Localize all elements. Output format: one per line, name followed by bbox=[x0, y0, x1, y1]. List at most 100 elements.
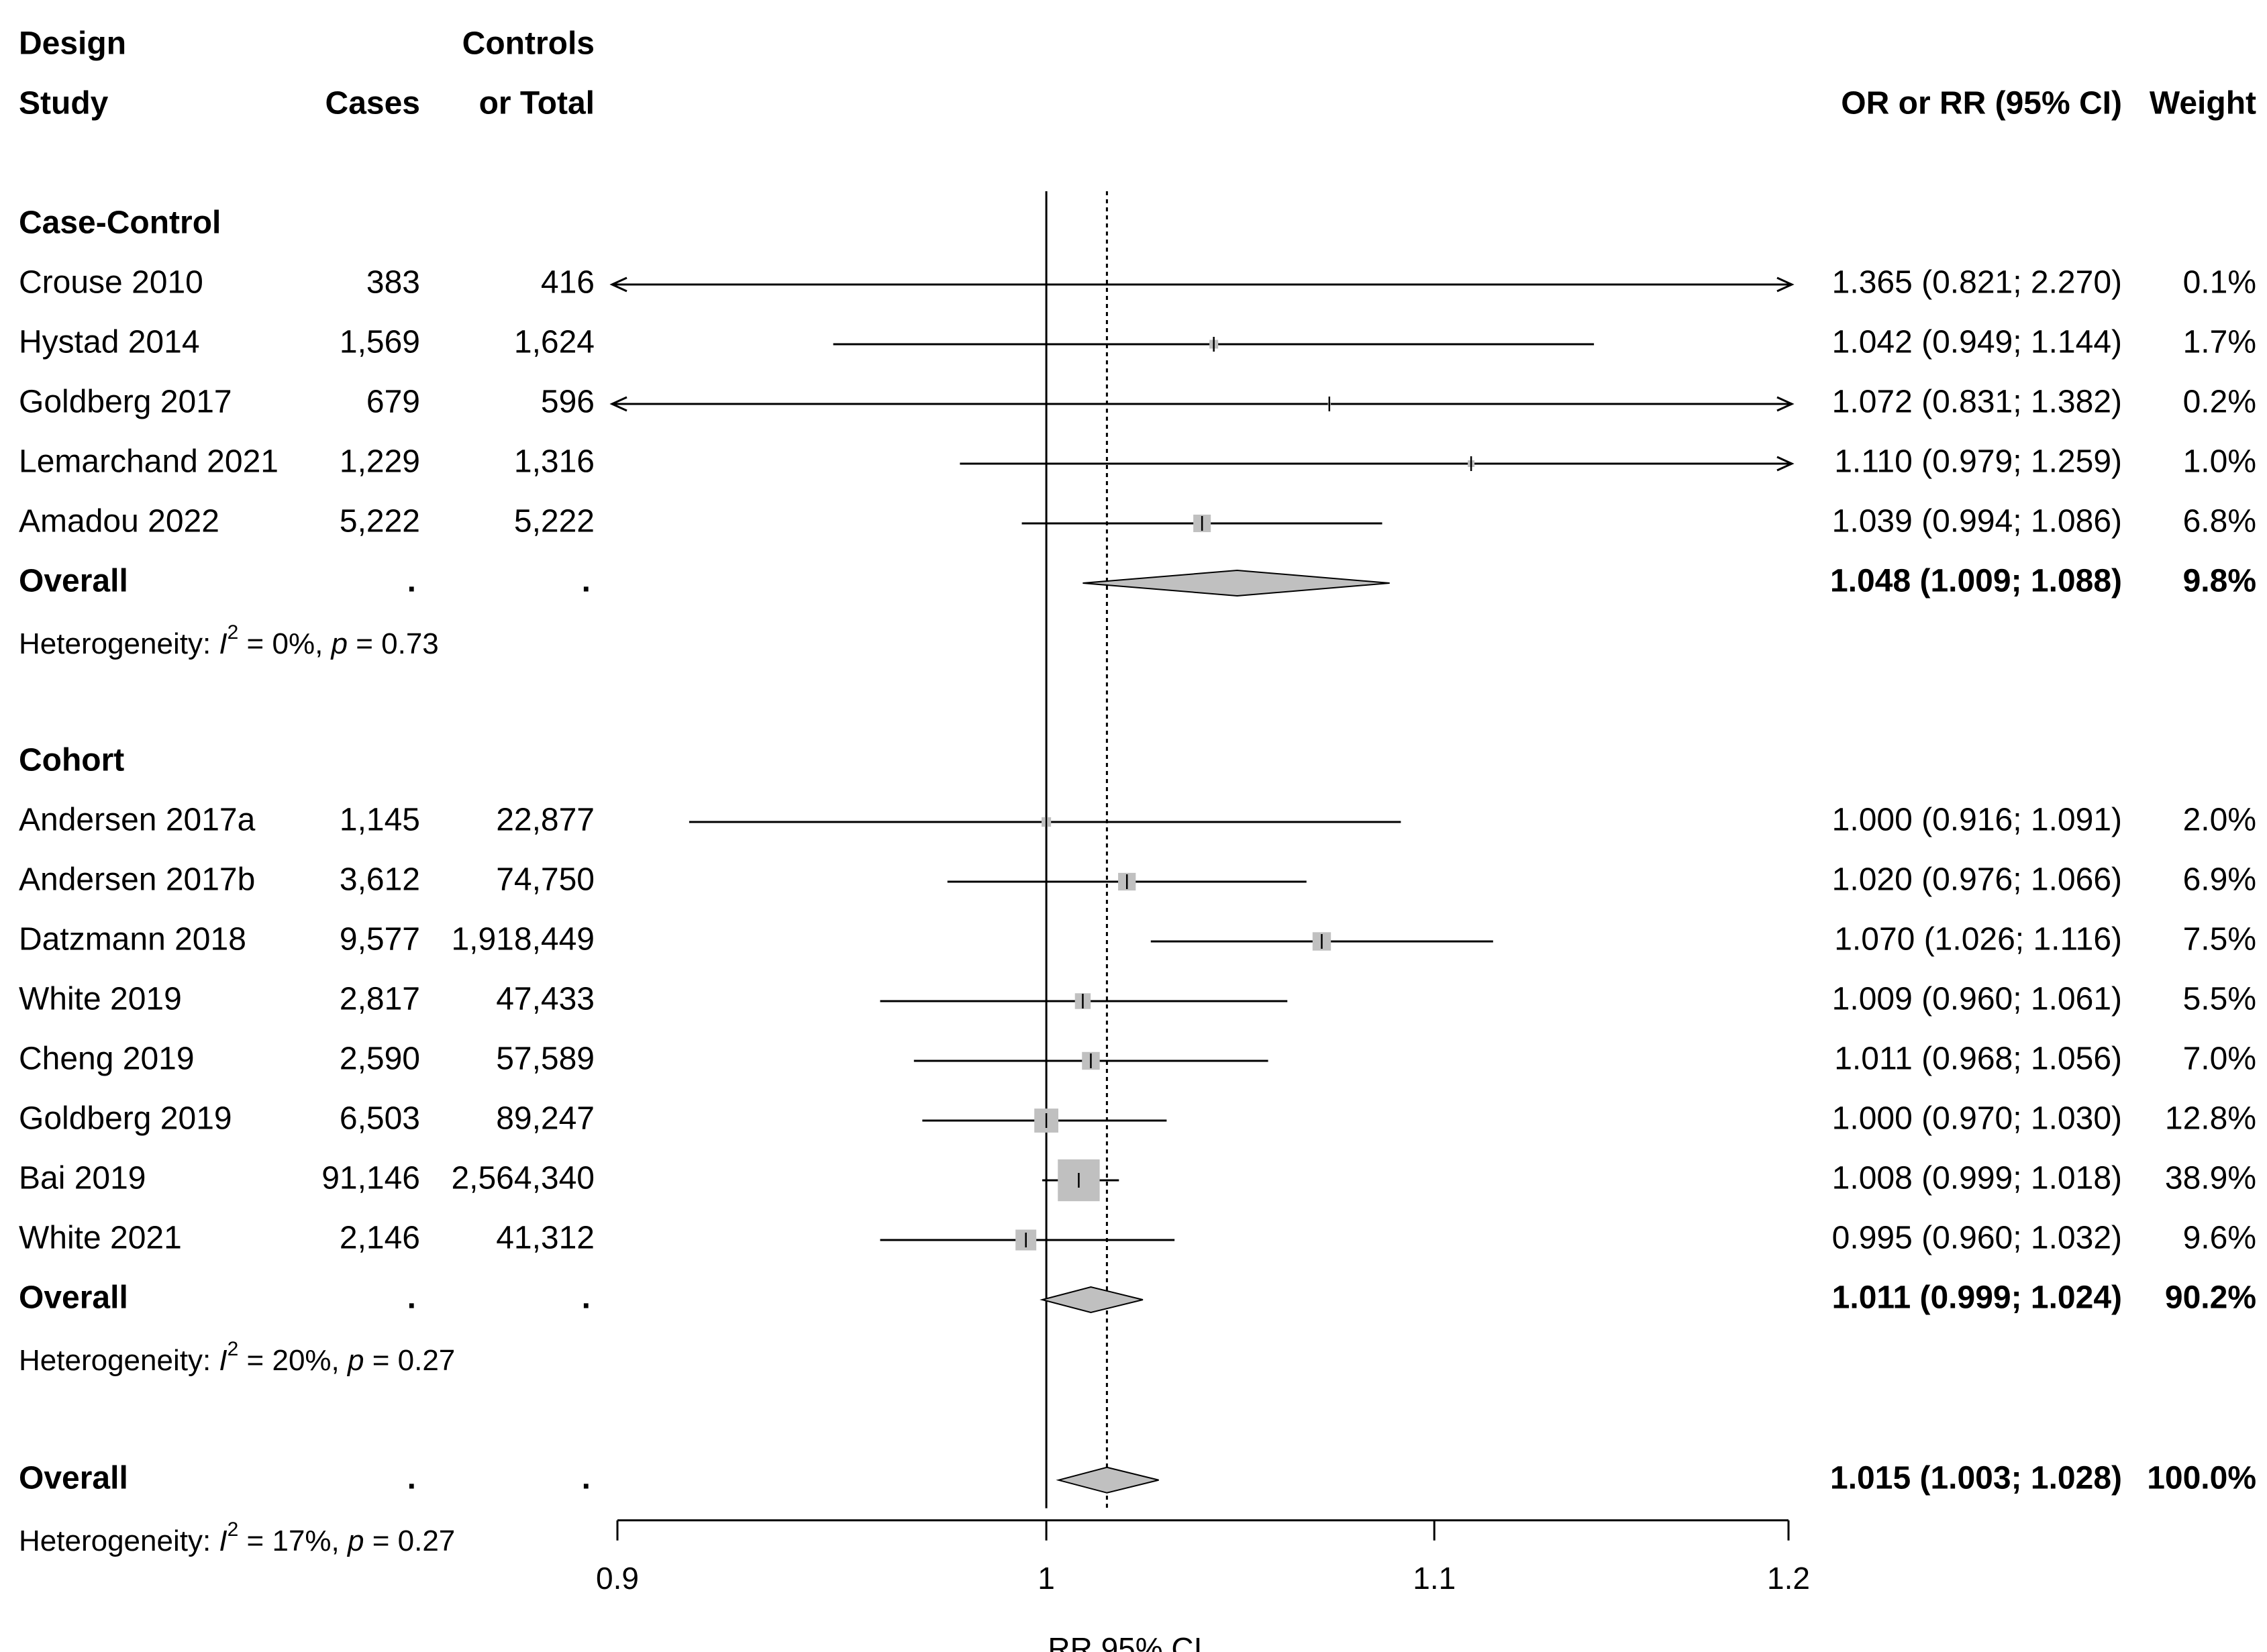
study-name: Lemarchand 2021 bbox=[19, 444, 279, 480]
study-cases: 383 bbox=[366, 265, 420, 301]
study-weight: 2.0% bbox=[2183, 803, 2256, 838]
study-weight: 5.5% bbox=[2183, 982, 2256, 1017]
study-controls: 41,312 bbox=[496, 1221, 595, 1256]
study-ci-text: 1.042 (0.949; 1.144) bbox=[1832, 325, 2122, 360]
study-cases: 2,146 bbox=[340, 1221, 420, 1256]
study-name: Bai 2019 bbox=[19, 1161, 146, 1196]
study-weight: 7.0% bbox=[2183, 1041, 2256, 1077]
study-name: Amadou 2022 bbox=[19, 504, 219, 539]
study-weight: 0.1% bbox=[2183, 265, 2256, 301]
study-weight: 7.5% bbox=[2183, 922, 2256, 958]
study-name: Andersen 2017b bbox=[19, 862, 255, 898]
study-cases: 1,229 bbox=[340, 444, 420, 480]
study-controls: 57,589 bbox=[496, 1041, 595, 1077]
study-weight: 9.6% bbox=[2183, 1221, 2256, 1256]
subgroup-overall-weight: 9.8% bbox=[2183, 564, 2256, 599]
study-controls: 74,750 bbox=[496, 862, 595, 898]
study-cases: 679 bbox=[366, 384, 420, 420]
study-name: Goldberg 2019 bbox=[19, 1101, 232, 1137]
study-cases: 1,569 bbox=[340, 325, 420, 360]
study-name: White 2021 bbox=[19, 1221, 182, 1256]
study-weight: 6.9% bbox=[2183, 862, 2256, 898]
total-overall-cases: . bbox=[407, 1460, 416, 1496]
study-controls: 1,316 bbox=[514, 444, 595, 480]
study-controls: 22,877 bbox=[496, 803, 595, 838]
total-overall-ci-text: 1.015 (1.003; 1.028) bbox=[1830, 1460, 2122, 1496]
subgroup-overall-ci-text: 1.011 (0.999; 1.024) bbox=[1832, 1280, 2122, 1316]
x-tick-label: 1 bbox=[1038, 1561, 1055, 1596]
study-name: Datzmann 2018 bbox=[19, 922, 246, 958]
subgroup-overall-weight: 90.2% bbox=[2165, 1280, 2256, 1316]
total-overall-diamond bbox=[1056, 1466, 1159, 1494]
subgroup-overall-cases: . bbox=[407, 564, 416, 599]
study-name: Goldberg 2017 bbox=[19, 384, 232, 420]
study-name: Andersen 2017a bbox=[19, 803, 256, 838]
subgroup-overall-diamond bbox=[1040, 1286, 1144, 1314]
study-ci-text: 1.365 (0.821; 2.270) bbox=[1832, 265, 2122, 301]
group-title: Cohort bbox=[19, 743, 124, 778]
study-controls: 89,247 bbox=[496, 1101, 595, 1137]
subgroup-overall-label: Overall bbox=[19, 1280, 128, 1316]
header-cases: Cases bbox=[325, 86, 420, 121]
header-weight: Weight bbox=[2150, 86, 2256, 121]
study-cases: 91,146 bbox=[321, 1161, 420, 1196]
study-ci-text: 1.008 (0.999; 1.018) bbox=[1832, 1161, 2122, 1196]
header-estimate: OR or RR (95% CI) bbox=[1841, 86, 2122, 121]
study-ci-text: 1.072 (0.831; 1.382) bbox=[1832, 384, 2122, 420]
study-weight: 38.9% bbox=[2165, 1161, 2256, 1196]
study-cases: 9,577 bbox=[340, 922, 420, 958]
study-cases: 5,222 bbox=[340, 504, 420, 539]
study-ci-text: 1.110 (0.979; 1.259) bbox=[1834, 444, 2122, 480]
total-heterogeneity: Heterogeneity: I2 = 17%, p = 0.27 bbox=[19, 1518, 455, 1557]
header-study: Study bbox=[19, 86, 109, 121]
study-name: White 2019 bbox=[19, 982, 182, 1017]
ci-arrow-left bbox=[609, 396, 627, 412]
study-controls: 47,433 bbox=[496, 982, 595, 1017]
header-controls: Controls bbox=[462, 26, 595, 62]
study-weight: 6.8% bbox=[2183, 504, 2256, 539]
header-or-total: or Total bbox=[479, 86, 595, 121]
group-title: Case-Control bbox=[19, 205, 221, 241]
study-ci-text: 1.020 (0.976; 1.066) bbox=[1832, 862, 2122, 898]
study-ci-text: 1.000 (0.916; 1.091) bbox=[1832, 803, 2122, 838]
study-controls: 416 bbox=[541, 265, 595, 301]
x-tick-label: 1.1 bbox=[1413, 1561, 1456, 1596]
study-controls: 2,564,340 bbox=[451, 1161, 595, 1196]
study-name: Cheng 2019 bbox=[19, 1041, 195, 1077]
total-overall-controls: . bbox=[582, 1460, 591, 1496]
total-overall-weight: 100.0% bbox=[2147, 1460, 2256, 1496]
subgroup-overall-controls: . bbox=[582, 1280, 591, 1316]
study-controls: 5,222 bbox=[514, 504, 595, 539]
study-ci-text: 0.995 (0.960; 1.032) bbox=[1832, 1221, 2122, 1256]
study-cases: 1,145 bbox=[340, 803, 420, 838]
total-overall-label: Overall bbox=[19, 1460, 128, 1496]
study-controls: 1,918,449 bbox=[451, 922, 595, 958]
subgroup-heterogeneity: Heterogeneity: I2 = 0%, p = 0.73 bbox=[19, 621, 439, 660]
ci-arrow-right bbox=[1776, 276, 1795, 293]
study-cases: 2,590 bbox=[340, 1041, 420, 1077]
study-ci-text: 1.070 (1.026; 1.116) bbox=[1834, 922, 2122, 958]
header-design: Design bbox=[19, 26, 126, 62]
subgroup-overall-ci-text: 1.048 (1.009; 1.088) bbox=[1830, 564, 2122, 599]
study-weight: 1.7% bbox=[2183, 325, 2256, 360]
study-weight: 1.0% bbox=[2183, 444, 2256, 480]
study-name: Hystad 2014 bbox=[19, 325, 200, 360]
study-ci-text: 1.011 (0.968; 1.056) bbox=[1834, 1041, 2122, 1077]
ci-arrow-right bbox=[1776, 396, 1795, 412]
ci-arrow-right bbox=[1776, 456, 1795, 472]
study-ci-text: 1.039 (0.994; 1.086) bbox=[1832, 504, 2122, 539]
x-axis-label: RR 95% CI bbox=[1048, 1631, 1202, 1652]
subgroup-overall-diamond bbox=[1082, 569, 1390, 597]
study-cases: 2,817 bbox=[340, 982, 420, 1017]
subgroup-heterogeneity: Heterogeneity: I2 = 20%, p = 0.27 bbox=[19, 1338, 455, 1377]
ci-arrow-left bbox=[609, 276, 627, 293]
subgroup-overall-label: Overall bbox=[19, 564, 128, 599]
study-cases: 6,503 bbox=[340, 1101, 420, 1137]
study-ci-text: 1.000 (0.970; 1.030) bbox=[1832, 1101, 2122, 1137]
study-name: Crouse 2010 bbox=[19, 265, 203, 301]
study-controls: 1,624 bbox=[514, 325, 595, 360]
study-ci-text: 1.009 (0.960; 1.061) bbox=[1832, 982, 2122, 1017]
x-tick-label: 1.2 bbox=[1767, 1561, 1810, 1596]
study-weight: 12.8% bbox=[2165, 1101, 2256, 1137]
